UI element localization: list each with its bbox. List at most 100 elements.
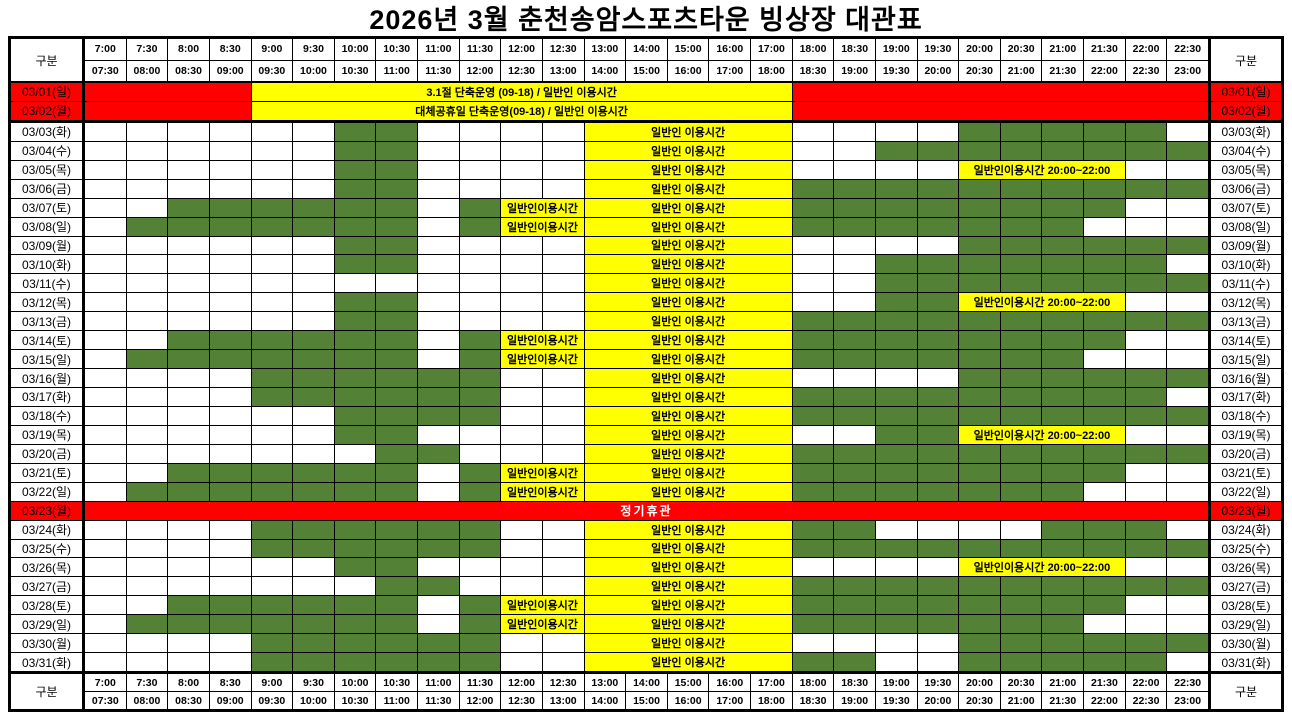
slot-empty <box>418 596 460 616</box>
schedule-row: 03/15(일) 일반인이용시간 일반인 이용시간 03/15(일) <box>11 350 1281 370</box>
slot-empty <box>1000 520 1043 540</box>
slot-start-time: 14:00 <box>626 39 667 61</box>
slot-reserved <box>376 198 419 218</box>
slot-reserved <box>959 312 1001 332</box>
slot-reserved <box>251 217 294 237</box>
slot-reserved <box>334 293 377 313</box>
date-label-left: 03/08(일) <box>11 217 85 237</box>
slot-empty <box>126 406 169 426</box>
slot-empty <box>85 444 127 464</box>
slot-reserved <box>959 236 1001 256</box>
slot-reserved <box>293 198 335 218</box>
slot-reserved <box>917 444 960 464</box>
slot-empty <box>792 141 835 161</box>
slot-end-time: 20:30 <box>966 64 993 77</box>
date-label-right: 03/31(화) <box>1208 653 1281 673</box>
slot-reserved <box>376 444 419 464</box>
slot-start-time: 22:30 <box>1167 674 1208 693</box>
slot-start-time: 10:00 <box>334 674 376 693</box>
time-header-cell: 18:00 18:30 <box>792 39 835 81</box>
slot-empty <box>1125 160 1168 180</box>
slot-reserved <box>1000 331 1043 351</box>
schedule-row: 03/20(금) 일반인 이용시간 03/20(금) <box>11 444 1281 464</box>
slot-start-time: 20:00 <box>959 39 1000 61</box>
slot-empty <box>126 198 169 218</box>
slot-empty <box>209 558 252 578</box>
date-label-left: 03/27(금) <box>11 577 85 597</box>
slot-reserved <box>1042 369 1085 388</box>
slot-end-time: 09:00 <box>216 694 244 707</box>
slot-reserved <box>418 388 460 407</box>
slot-reserved <box>834 217 876 237</box>
corner-label-right: 구분 <box>1208 39 1281 81</box>
slot-empty <box>542 577 585 597</box>
slot-reserved <box>1042 634 1085 654</box>
slot-start-time: 19:30 <box>917 674 959 693</box>
slot-reserved <box>1042 198 1085 218</box>
slot-empty <box>85 331 127 351</box>
slot-start-time: 11:00 <box>418 674 459 693</box>
slot-reserved <box>917 350 960 370</box>
slot-start-time: 20:30 <box>1000 674 1042 693</box>
slot-empty <box>251 274 294 294</box>
time-header-cell: 18:30 19:00 <box>834 674 876 710</box>
slot-empty <box>542 520 585 540</box>
slot-empty <box>501 122 543 142</box>
slot-empty <box>209 369 252 388</box>
slot-start-time: 9:30 <box>293 674 334 693</box>
slot-reserved <box>875 350 918 370</box>
slot-reserved <box>293 217 335 237</box>
slot-reserved <box>334 653 377 673</box>
slot-reserved <box>293 331 335 351</box>
slot-reserved <box>1084 331 1126 351</box>
slot-start-time: 7:30 <box>126 39 168 61</box>
slot-reserved <box>168 482 210 502</box>
slot-reserved <box>917 406 960 426</box>
slot-reserved <box>334 482 377 502</box>
slot-empty <box>168 369 210 388</box>
slot-reserved <box>959 217 1001 237</box>
slot-empty <box>251 406 294 426</box>
slot-reserved <box>459 634 502 654</box>
slot-public: 일반인 이용시간 <box>584 577 793 597</box>
slot-empty <box>459 425 502 445</box>
slot-reserved <box>168 463 210 483</box>
slot-reserved <box>1000 463 1043 483</box>
slot-empty <box>542 122 585 142</box>
slot-public: 일반인 이용시간 <box>584 482 793 502</box>
slot-reserved <box>1000 634 1043 654</box>
slot-reserved <box>251 331 294 351</box>
slot-empty <box>501 179 543 199</box>
slot-reserved <box>459 463 502 483</box>
slot-reserved <box>1084 653 1126 673</box>
slot-reserved <box>875 596 918 616</box>
slot-end-time: 19:00 <box>841 64 869 77</box>
slot-reserved <box>1167 179 1209 199</box>
slot-empty <box>917 369 960 388</box>
slot-empty <box>209 577 252 597</box>
slot-reserved <box>334 255 377 275</box>
slot-empty <box>792 160 835 180</box>
slot-start-time: 10:30 <box>376 39 418 61</box>
date-label-left: 03/23(월) <box>11 501 85 521</box>
date-label-right: 03/04(수) <box>1208 141 1281 161</box>
slot-end-time: 22:30 <box>1132 694 1160 707</box>
slot-empty <box>501 406 543 426</box>
slot-reserved <box>251 539 294 559</box>
slot-empty <box>792 122 835 142</box>
slot-empty <box>542 369 585 388</box>
slot-empty <box>792 558 835 578</box>
schedule-row: 03/29(일) 일반인이용시간 일반인 이용시간 03/29(일) <box>11 615 1281 635</box>
date-label-right: 03/09(월) <box>1208 236 1281 256</box>
slot-reserved <box>1042 141 1085 161</box>
slot-end-time: 18:30 <box>799 694 827 707</box>
slot-reserved <box>418 406 460 426</box>
slot-reserved <box>959 388 1001 407</box>
corner-label-right: 구분 <box>1208 674 1281 710</box>
slot-empty <box>85 577 127 597</box>
slot-empty <box>1084 482 1126 502</box>
slot-end-time: 22:00 <box>1090 64 1118 77</box>
slot-empty <box>459 255 502 275</box>
slot-reserved <box>459 539 502 559</box>
slot-end-time: 19:30 <box>882 694 910 707</box>
